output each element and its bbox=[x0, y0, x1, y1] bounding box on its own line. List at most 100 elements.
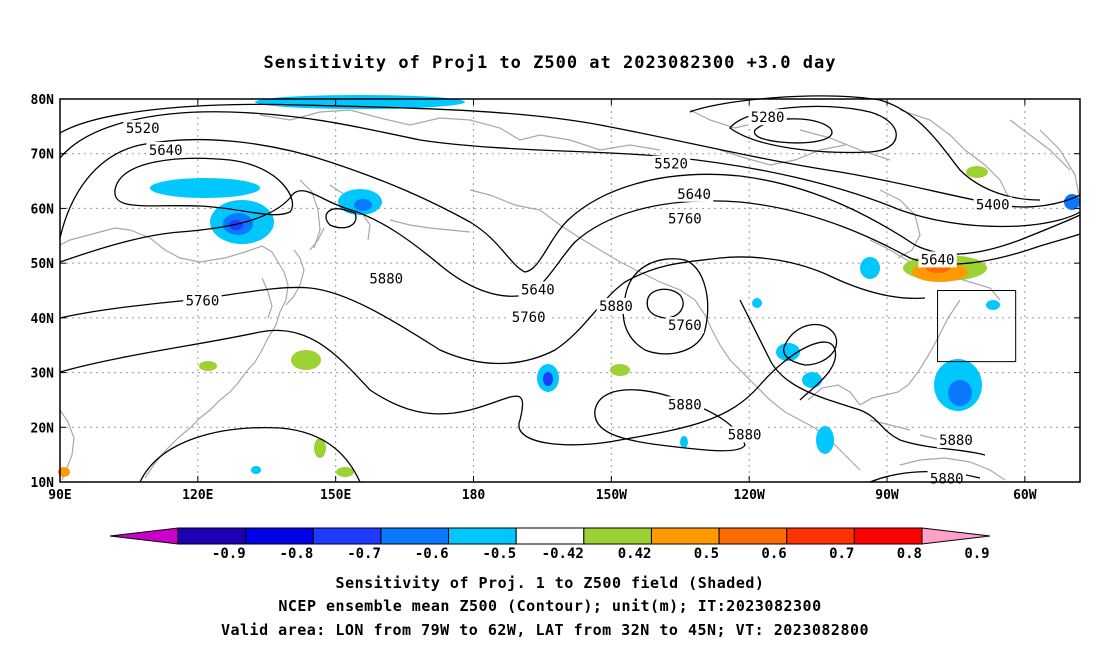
contour-label: 5880 bbox=[939, 433, 973, 449]
lon-tick-label: 120E bbox=[182, 488, 213, 503]
valid-area-box bbox=[937, 290, 1017, 363]
colorbar-label: 0.5 bbox=[694, 546, 719, 562]
shade-tropic-green-a bbox=[314, 438, 326, 458]
contour-5880-gulf bbox=[783, 323, 838, 366]
contour-label-bg bbox=[146, 141, 185, 158]
contour-label: 5400 bbox=[976, 198, 1010, 214]
contour-label-bg bbox=[748, 109, 787, 126]
figure-title: Sensitivity of Proj1 to Z500 at 20230823… bbox=[264, 53, 837, 73]
shade-gulf-blue-a bbox=[776, 343, 800, 361]
shade-nw-pacific-green bbox=[291, 350, 321, 370]
shade-small-blue-d bbox=[680, 436, 688, 448]
lat-tick-label: 60N bbox=[31, 202, 55, 217]
contour-label: 5640 bbox=[921, 252, 955, 268]
lon-tick-label: 150E bbox=[320, 488, 351, 503]
shade-kamchatka-core bbox=[354, 199, 372, 211]
colorbar-block bbox=[650, 527, 720, 545]
colorbar-block bbox=[786, 527, 855, 545]
contour-5520 bbox=[59, 111, 1081, 228]
contour-5880-tropics bbox=[594, 389, 746, 452]
map-panel: 5280 5520 5640 5520 5640 5760 5400 5640 5640 5760… bbox=[31, 93, 1081, 503]
shade-south-china-green bbox=[199, 361, 217, 371]
lat-tick-label: 20N bbox=[31, 421, 55, 436]
contour-5280-a bbox=[729, 105, 897, 154]
shade-east-edge-blue bbox=[1064, 194, 1080, 210]
coast-korea bbox=[261, 277, 273, 319]
lon-tick-label: 180 bbox=[462, 488, 486, 503]
latitude-axis: 80N 70N 60N 50N 40N 30N 20N 10N bbox=[31, 93, 1080, 491]
caption-line-3: Valid area: LON from 79W to 62W, LAT fro… bbox=[221, 621, 869, 639]
lon-tick-label: 90E bbox=[48, 488, 71, 503]
shade-okhotsk-a bbox=[150, 178, 260, 198]
lon-tick-label: 60W bbox=[1013, 488, 1037, 503]
contour-label: 5760 bbox=[668, 318, 702, 334]
contour-label-bg bbox=[665, 396, 705, 413]
shade-small-blue-b bbox=[986, 300, 1000, 310]
colorbar-block bbox=[245, 527, 314, 545]
colorbar-block bbox=[515, 527, 585, 545]
lat-tick-label: 50N bbox=[31, 257, 55, 272]
contour-label: 5760 bbox=[186, 293, 220, 309]
coast-siberia bbox=[259, 109, 661, 151]
colorbar-block bbox=[448, 527, 517, 545]
shade-mid-pacific-core bbox=[543, 372, 553, 386]
contour-label-bg bbox=[651, 155, 691, 172]
contour-5760-low bbox=[622, 258, 709, 355]
contour-5640-west-loop bbox=[114, 157, 294, 216]
colorbar-label: 0.42 bbox=[618, 546, 652, 562]
contour-label-bg bbox=[665, 210, 705, 227]
contour-label: 5880 bbox=[599, 299, 633, 315]
coast-alaska bbox=[469, 189, 756, 386]
colorbar-label: 0.6 bbox=[761, 546, 786, 562]
contour-label-bg bbox=[665, 317, 705, 334]
shade-gulf-blue-b bbox=[802, 372, 822, 388]
longitude-axis: 90E 120E 150E 180 150W 120W 90W 60W bbox=[48, 99, 1037, 503]
caption-line-1: Sensitivity of Proj. 1 to Z500 field (Sh… bbox=[336, 574, 765, 592]
coast-south-america bbox=[899, 457, 1006, 481]
contour-label: 5640 bbox=[149, 143, 183, 159]
contour-label-bg bbox=[973, 196, 1012, 213]
colorbar-label: -0.5 bbox=[482, 546, 516, 562]
contour-label-bg bbox=[518, 281, 558, 298]
contour-labels: 5280 5520 5640 5520 5640 5760 5400 5640 5640 5760… bbox=[123, 109, 1012, 487]
coast-asia bbox=[59, 227, 289, 479]
lon-tick-label: 150W bbox=[596, 488, 627, 503]
contour-label-bg bbox=[123, 120, 162, 137]
contour-label-bg bbox=[725, 426, 764, 443]
contour-label: 5880 bbox=[728, 427, 762, 443]
contour-label: 5520 bbox=[126, 121, 160, 137]
shade-ne-pacific-green bbox=[610, 364, 630, 376]
colorbar-block bbox=[853, 527, 923, 545]
coast-japan bbox=[285, 227, 325, 306]
contour-label-bg bbox=[367, 270, 406, 287]
lon-tick-label: 90W bbox=[875, 488, 899, 503]
coast-greenland bbox=[1039, 129, 1081, 201]
shade-small-blue-c bbox=[251, 466, 261, 474]
contour-label-bg bbox=[596, 297, 636, 314]
lat-tick-label: 80N bbox=[31, 93, 55, 108]
shade-small-blue-a bbox=[752, 298, 762, 308]
colorbar-label: 0.7 bbox=[829, 546, 854, 562]
coast-hudson-bay bbox=[879, 189, 921, 259]
contour-5760-loop bbox=[325, 208, 357, 229]
contour-label: 5760 bbox=[512, 310, 546, 326]
contour-5880-south bbox=[59, 329, 837, 446]
contour-label-bg bbox=[674, 185, 714, 202]
contour-5880-lower bbox=[139, 426, 981, 483]
colorbar-block bbox=[177, 527, 247, 545]
colorbar-block bbox=[380, 527, 450, 545]
contour-label: 5880 bbox=[369, 272, 403, 288]
colorbar-label: 0.8 bbox=[897, 546, 922, 562]
contour-label: 5880 bbox=[668, 397, 702, 413]
shade-atlantic-core bbox=[948, 380, 972, 406]
colorbar-block bbox=[718, 527, 788, 545]
contour-label-bg bbox=[936, 431, 976, 448]
contour-label-bg bbox=[509, 308, 548, 325]
colorbar-label: -0.8 bbox=[280, 546, 314, 562]
lat-tick-label: 30N bbox=[31, 367, 55, 382]
contour-label: 5520 bbox=[654, 157, 688, 173]
contour-label-bg bbox=[918, 251, 957, 268]
contour-label: 5760 bbox=[668, 211, 702, 227]
contour-label: 5640 bbox=[677, 187, 711, 203]
colorbar: -0.9 -0.8 -0.7 -0.6 -0.5 -0.42 0.42 0.5 0.6 0.7 0.… bbox=[109, 527, 991, 562]
